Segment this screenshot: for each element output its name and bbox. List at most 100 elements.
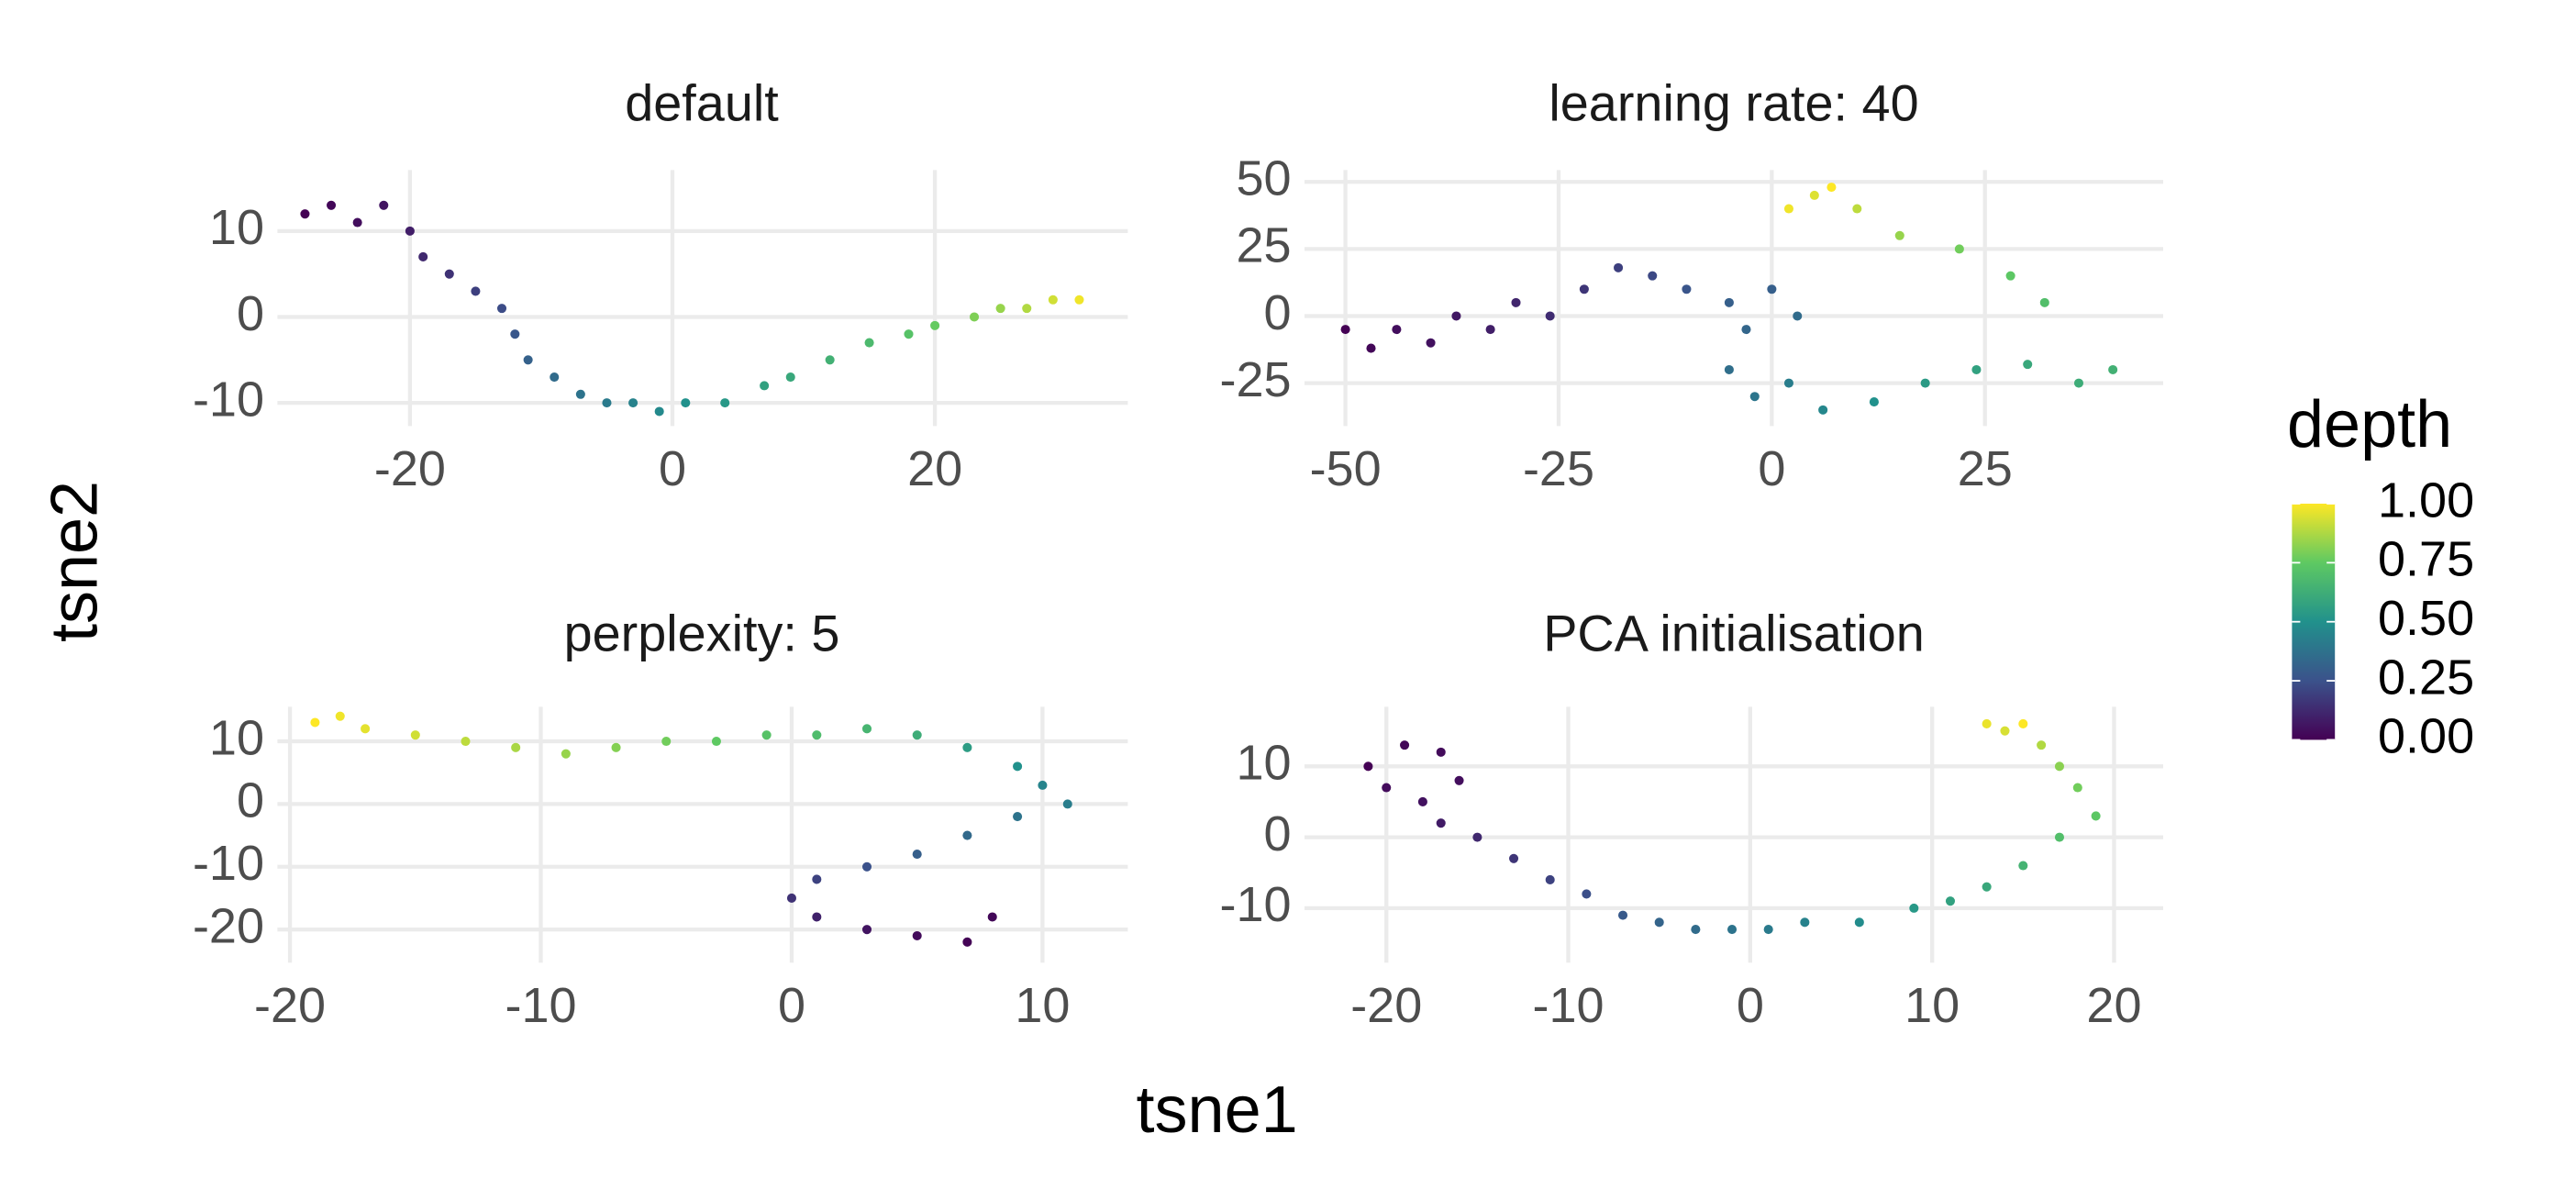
x-tick-label: 0 (778, 978, 805, 1033)
x-tick-label: -20 (254, 978, 326, 1033)
point (2000, 726, 2010, 736)
point (1617, 910, 1628, 920)
point (812, 912, 822, 922)
point (1038, 780, 1048, 790)
point (861, 925, 872, 935)
point (510, 329, 520, 339)
y-axis-title: tsne2 (38, 481, 111, 642)
y-tick-label: 10 (209, 710, 264, 765)
x-tick-label: 0 (1758, 441, 1785, 496)
panel-title: learning rate: 40 (1549, 74, 1918, 132)
point (511, 742, 521, 752)
point (1920, 378, 1930, 388)
point (628, 398, 638, 408)
point (1013, 761, 1023, 772)
point (1763, 925, 1773, 935)
point (1818, 405, 1828, 415)
x-tick-label: -50 (1310, 441, 1382, 496)
point (1022, 304, 1032, 314)
point (1724, 364, 1734, 375)
point (1809, 190, 1819, 200)
point (405, 226, 415, 236)
point (654, 406, 664, 417)
y-tick-label: -10 (1220, 877, 1292, 932)
point (1854, 917, 1864, 928)
point (1545, 874, 1555, 885)
point (1400, 740, 1410, 750)
point (1945, 896, 1956, 906)
point (1436, 818, 1446, 828)
x-tick-label: 20 (907, 441, 962, 496)
point (912, 930, 922, 941)
legend-label: 0.75 (2378, 532, 2474, 587)
x-tick-label: -10 (505, 978, 577, 1033)
point (1783, 204, 1793, 214)
point (1451, 311, 1461, 321)
y-tick-label: -25 (1220, 352, 1292, 407)
point (2037, 740, 2047, 750)
y-tick-label: 10 (1237, 736, 1292, 791)
point (1982, 718, 1992, 728)
x-tick-label: 25 (1958, 441, 2013, 496)
point (352, 217, 362, 228)
point (1048, 294, 1058, 305)
point (1724, 297, 1734, 307)
point (2018, 861, 2028, 871)
legend-label: 0.25 (2378, 650, 2474, 705)
point (523, 355, 533, 365)
point (310, 717, 320, 728)
point (1741, 325, 1751, 335)
point (711, 736, 721, 747)
y-tick-label: 50 (1237, 151, 1292, 206)
point (1382, 783, 1392, 793)
point (812, 730, 822, 740)
point (1509, 853, 1519, 863)
point (2072, 783, 2082, 793)
point (1340, 325, 1350, 335)
y-tick-label: 10 (209, 200, 264, 255)
point (550, 372, 560, 383)
point (962, 937, 972, 947)
point (1869, 397, 1879, 407)
point (361, 724, 371, 734)
point (1417, 796, 1427, 807)
point (825, 355, 835, 365)
x-tick-label: -20 (1350, 978, 1422, 1033)
point (1654, 917, 1664, 928)
point (1982, 882, 1992, 892)
point (1894, 230, 1904, 240)
point (962, 830, 972, 840)
legend-label: 1.00 (2378, 472, 2474, 528)
point (1852, 204, 1862, 214)
point (602, 398, 612, 408)
y-tick-label: 0 (1264, 285, 1292, 340)
y-tick-label: -20 (193, 898, 264, 953)
point (1648, 271, 1658, 281)
point (1454, 775, 1464, 785)
y-tick-label: 0 (237, 286, 264, 341)
point (1954, 244, 1964, 254)
point (418, 251, 428, 262)
point (2091, 811, 2101, 821)
point (1767, 284, 1777, 294)
point (2023, 360, 2033, 370)
x-tick-label: 0 (1737, 978, 1764, 1033)
point (2018, 718, 2028, 728)
point (1783, 378, 1793, 388)
point (1074, 294, 1084, 305)
point (969, 312, 980, 322)
point (1827, 183, 1837, 193)
point (720, 398, 730, 408)
point (1800, 917, 1810, 928)
point (335, 711, 345, 721)
point (1062, 799, 1072, 809)
point (995, 304, 1005, 314)
point (2108, 364, 2118, 375)
point (812, 874, 822, 884)
legend-title: depth (2287, 388, 2452, 461)
point (912, 730, 922, 740)
point (575, 389, 585, 399)
y-tick-label: 0 (1264, 806, 1292, 861)
point (1579, 284, 1589, 294)
